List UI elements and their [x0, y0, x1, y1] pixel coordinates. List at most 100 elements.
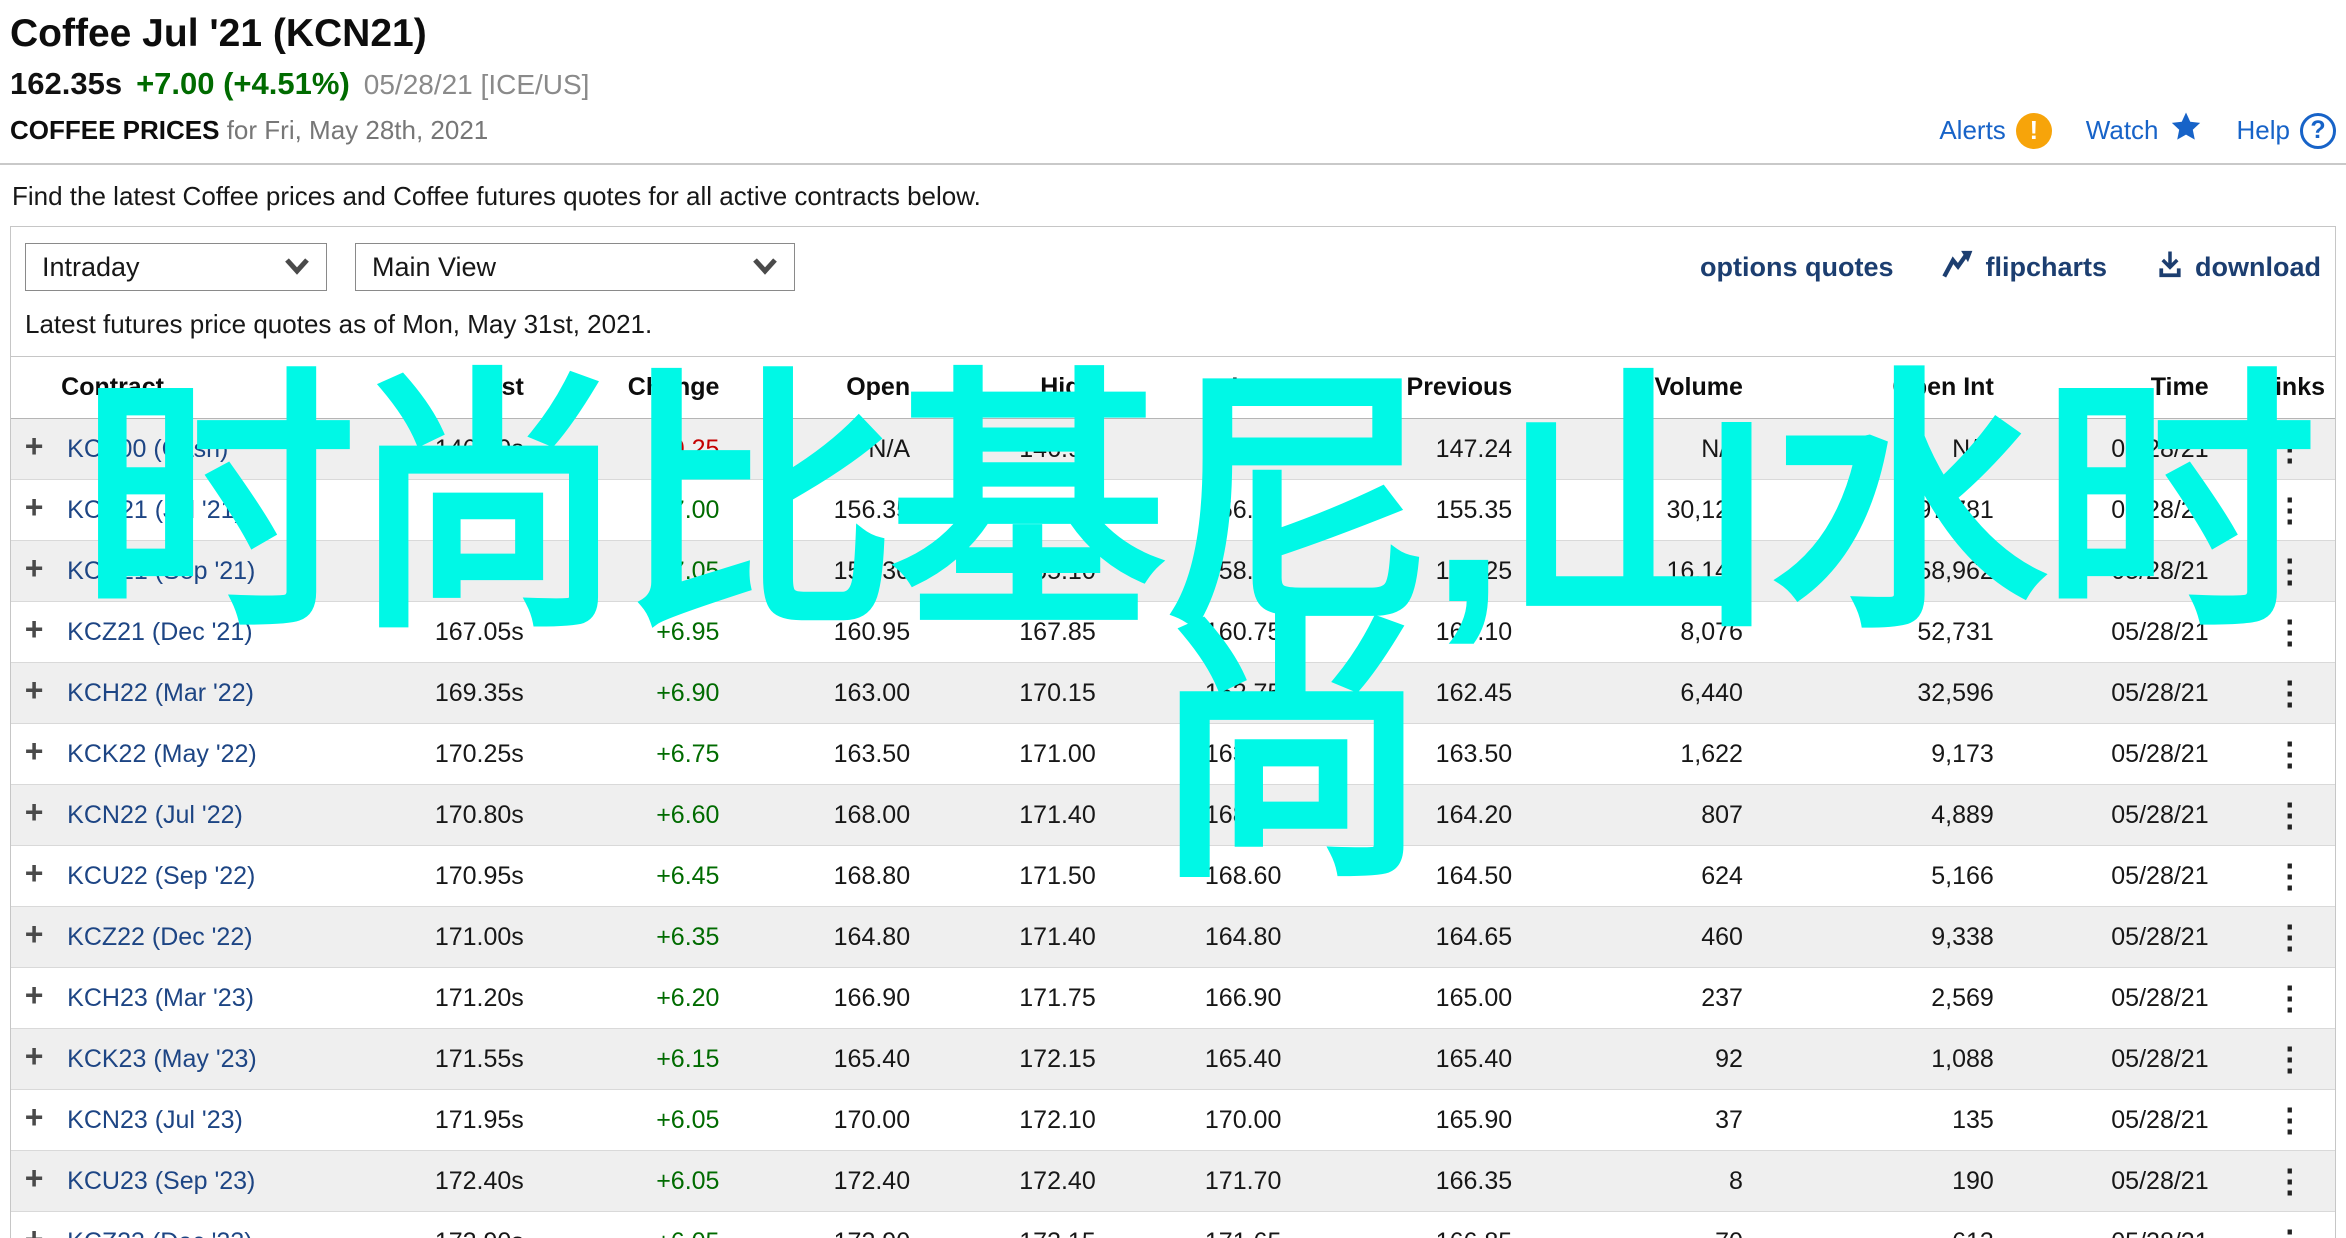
contract-link[interactable]: KCZ22 (Dec '22): [67, 922, 253, 951]
expand-plus-icon[interactable]: +: [25, 1221, 44, 1238]
expand-plus-icon[interactable]: +: [24, 610, 44, 647]
volume-cell: N/A: [1701, 434, 1743, 463]
column-header-open-int[interactable]: Open Int: [1752, 356, 2004, 419]
contract-link[interactable]: KCH23 (Mar '23): [67, 983, 254, 1012]
low-cell: 168.00: [1204, 800, 1282, 829]
high-cell: 172.10: [1019, 1105, 1096, 1134]
kebab-menu-icon[interactable]: ⋮: [2273, 1041, 2306, 1077]
open-int-cell: 32,596: [1917, 678, 1994, 707]
last-price: 162.35s: [10, 66, 123, 101]
watch-link[interactable]: Watch: [2086, 110, 2203, 151]
flipcharts-link[interactable]: flipcharts: [1941, 249, 2107, 286]
star-icon: [2169, 110, 2203, 151]
open-cell: 165.40: [833, 1044, 911, 1073]
kebab-menu-icon[interactable]: ⋮: [2273, 431, 2306, 467]
previous-cell: 166.85: [1291, 1212, 1522, 1238]
watch-link-label: Watch: [2085, 115, 2159, 145]
toolbar-selects: Intraday Main View: [25, 243, 795, 291]
links-cell: ⋮: [2245, 480, 2335, 541]
help-link[interactable]: Help?: [2236, 112, 2336, 149]
table-row: + KCN22 (Jul '22) 170.80s +6.60 168.00 171.40…: [11, 784, 2335, 846]
options-quotes-link[interactable]: options quotes: [1700, 252, 1893, 283]
high-cell: 171.75: [1019, 983, 1096, 1012]
frequency-select[interactable]: Intraday: [25, 243, 327, 291]
contract-link[interactable]: KCZ23 (Dec '23): [67, 1228, 252, 1238]
volume-cell: 1,622: [1680, 739, 1743, 768]
column-header-volume[interactable]: Volume: [1522, 356, 1753, 419]
column-header-change[interactable]: Change: [533, 356, 730, 419]
column-header-contract[interactable]: Contract: [57, 356, 359, 419]
expand-row-cell: +: [11, 602, 57, 663]
contract-link[interactable]: KCN22 (Jul '22): [67, 800, 243, 829]
column-header-low[interactable]: Low: [1105, 356, 1292, 419]
expand-plus-icon[interactable]: +: [24, 488, 44, 525]
kebab-menu-icon[interactable]: ⋮: [2273, 675, 2306, 711]
expand-plus-icon[interactable]: +: [24, 427, 44, 464]
contract-link[interactable]: KCN23 (Jul '23): [67, 1105, 243, 1134]
expand-plus-icon[interactable]: +: [24, 1037, 44, 1074]
volume-cell: 8: [1729, 1166, 1743, 1195]
open-cell: 172.40: [833, 1166, 911, 1195]
download-link[interactable]: download: [2155, 249, 2321, 286]
expand-plus-icon[interactable]: +: [24, 976, 44, 1013]
kebab-menu-icon[interactable]: ⋮: [2273, 980, 2306, 1016]
contract-link[interactable]: KCU23 (Sep '23): [67, 1166, 256, 1195]
previous-cell: 160.10: [1435, 617, 1513, 646]
chevron-down-icon: [284, 252, 310, 283]
expand-plus-icon[interactable]: +: [24, 732, 44, 769]
kebab-menu-icon[interactable]: ⋮: [2274, 1224, 2306, 1238]
change-cell: +6.75: [656, 739, 720, 768]
contract-cell: KCZ21 (Dec '21): [57, 602, 358, 663]
contract-link[interactable]: KCY00 (Cash): [67, 434, 229, 463]
open-cell: N/A: [868, 434, 911, 463]
previous-cell: 164.65: [1435, 922, 1513, 951]
expand-plus-icon[interactable]: +: [24, 854, 44, 891]
column-header-high[interactable]: High: [920, 356, 1106, 419]
contract-link[interactable]: KCU22 (Sep '22): [67, 861, 256, 890]
low-cell: 160.75: [1204, 617, 1282, 646]
contract-link[interactable]: KCK23 (May '23): [67, 1044, 257, 1073]
kebab-menu-icon[interactable]: ⋮: [2273, 1102, 2306, 1138]
contract-link[interactable]: KCK22 (May '22): [67, 739, 257, 768]
open-cell: 163.00: [833, 678, 911, 707]
open-int-cell: 9,173: [1931, 739, 1994, 768]
contract-link[interactable]: KCZ21 (Dec '21): [67, 617, 253, 646]
column-header-time[interactable]: Time: [2003, 356, 2245, 419]
table-row: + KCY00 (Cash) 146.99s -0.25 N/A 146.99 146.99…: [11, 418, 2335, 480]
quote-date-source: 05/28/21 [ICE/US]: [363, 69, 590, 100]
high-cell: 172.15: [1019, 1044, 1096, 1073]
change-cell: -0.25: [662, 434, 720, 463]
alerts-link[interactable]: Alerts!: [1939, 112, 2052, 149]
column-header-previous[interactable]: Previous: [1291, 356, 1523, 419]
low-cell: 162.75: [1204, 678, 1282, 707]
kebab-menu-icon[interactable]: ⋮: [2273, 492, 2306, 528]
low-cell: 168.60: [1204, 861, 1282, 890]
expand-plus-icon[interactable]: +: [24, 549, 44, 586]
expand-plus-icon[interactable]: +: [24, 1098, 44, 1135]
kebab-menu-icon[interactable]: ⋮: [2273, 736, 2306, 772]
expand-plus-icon[interactable]: +: [24, 671, 44, 708]
contract-link[interactable]: KCU21 (Sep '21): [67, 556, 256, 585]
view-select[interactable]: Main View: [355, 243, 795, 291]
contract-cell: KCU21 (Sep '21): [57, 541, 358, 602]
contract-link[interactable]: KCN21 (Jul '21): [67, 495, 243, 524]
kebab-menu-icon[interactable]: ⋮: [2273, 1163, 2306, 1199]
kebab-menu-icon[interactable]: ⋮: [2273, 553, 2306, 589]
quotes-container: Intraday Main View options quotes flipcha…: [10, 226, 2336, 1238]
column-header-last[interactable]: Last: [358, 356, 534, 419]
kebab-menu-icon[interactable]: ⋮: [2273, 797, 2306, 833]
low-cell: 164.80: [1204, 922, 1282, 951]
expand-plus-icon[interactable]: +: [24, 915, 44, 952]
help-link-label: Help: [2236, 115, 2290, 145]
kebab-menu-icon[interactable]: ⋮: [2273, 858, 2306, 894]
column-header-open[interactable]: Open: [729, 356, 921, 419]
last-cell: 171.55s: [434, 1044, 524, 1073]
expand-plus-icon[interactable]: +: [24, 793, 44, 830]
kebab-menu-icon[interactable]: ⋮: [2273, 614, 2306, 650]
contract-link[interactable]: KCH22 (Mar '22): [67, 678, 254, 707]
column-header-links[interactable]: Links: [2244, 356, 2335, 419]
last-cell: 171.00s: [434, 922, 524, 951]
expand-plus-icon[interactable]: +: [24, 1159, 44, 1196]
contract-cell: KCZ22 (Dec '22): [57, 907, 358, 968]
kebab-menu-icon[interactable]: ⋮: [2273, 919, 2306, 955]
